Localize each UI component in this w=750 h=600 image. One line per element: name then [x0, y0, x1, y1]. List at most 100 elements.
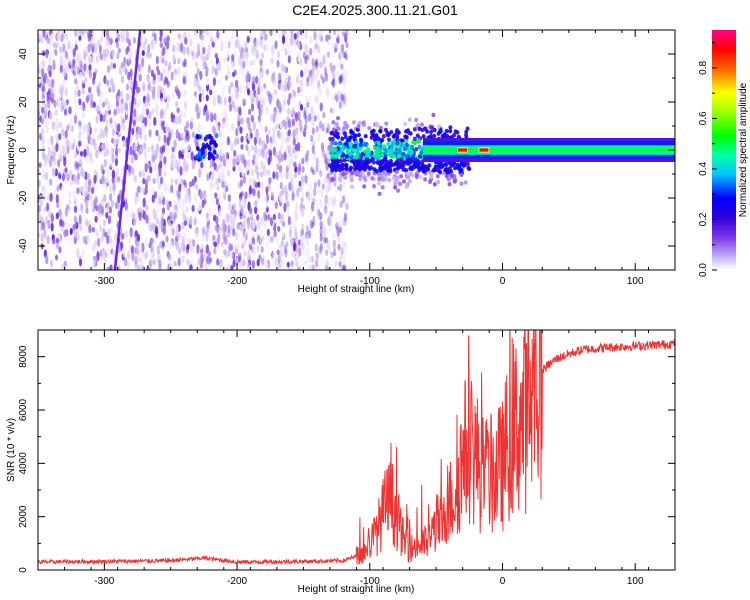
spectrogram-noise-cell [317, 208, 321, 217]
spectrogram-noise-cell [181, 148, 185, 156]
spectrogram-noise-cell [272, 171, 276, 180]
spectrogram-gap [259, 30, 267, 270]
spectrogram-noise-cell [286, 159, 290, 168]
spectrogram-noise-cell [239, 178, 244, 187]
spectrogram-noise-cell [323, 228, 327, 239]
spectrogram-noise-cell [102, 114, 106, 123]
spectrogram-cluster-cell [334, 164, 339, 169]
spectrogram-noise-cell [278, 243, 282, 250]
spectrogram-noise-cell [325, 177, 329, 184]
spectrogram-noise-cell [332, 72, 336, 82]
spectrogram-noise-cell [327, 34, 331, 40]
spectrogram-noise-cell [64, 167, 68, 174]
spectrogram-noise-cell [230, 123, 235, 131]
spectrogram-noise-cell [109, 264, 113, 270]
spectrogram-noise-cell [194, 183, 199, 191]
spectrogram-cluster-cell [363, 160, 368, 165]
spectrogram-noise-cell [55, 133, 59, 142]
spectrogram-cluster-cell [418, 175, 423, 180]
spectrogram-noise-cell [303, 106, 307, 117]
spectrogram-noise-cell [339, 129, 343, 138]
spectrogram-noise-cell [286, 133, 290, 144]
spectrogram-noise-cell [201, 226, 206, 237]
spectrogram-noise-cell [268, 128, 272, 136]
spectrogram-noise-cell [45, 254, 49, 265]
spectrogram-noise-cell [261, 52, 265, 59]
spectrogram-noise-cell [311, 262, 315, 270]
spectrogram-noise-cell [259, 38, 263, 48]
spectrogram-noise-cell [293, 172, 298, 179]
spectrogram-noise-cell [205, 229, 209, 237]
spectrogram-noise-cell [237, 182, 241, 188]
spectrogram-noise-cell [133, 217, 137, 226]
spectrogram-noise-cell [93, 140, 97, 151]
spectrogram-noise-cell [38, 109, 41, 118]
spectrogram-noise-cell [259, 187, 263, 194]
spectrogram-noise-cell [325, 185, 329, 195]
spectrogram-noise-cell [342, 31, 346, 37]
spectrogram-noise-cell [201, 88, 205, 96]
spectrogram-noise-cell [43, 185, 47, 196]
spectrogram-noise-cell [337, 235, 341, 244]
spectrogram-cluster-cell [340, 162, 345, 168]
spectrogram-noise-cell [337, 243, 341, 251]
spectrogram-noise-cell [205, 66, 209, 74]
spectrogram-noise-cell [147, 43, 151, 54]
spectrogram-cluster-cell [465, 161, 470, 167]
spectrogram-noise-cell [236, 241, 240, 250]
spectrogram-noise-cell [309, 191, 314, 201]
spectrogram-noise-cell [48, 210, 52, 218]
spectrogram-noise-cell [247, 262, 251, 270]
spectrogram-noise-cell [265, 43, 269, 51]
spectrogram-noise-cell [73, 114, 78, 125]
spectrogram-noise-cell [274, 89, 278, 96]
spectrogram-noise-cell [292, 137, 296, 146]
spectrogram-noise-cell [215, 197, 219, 206]
spectrogram-noise-cell [300, 259, 304, 267]
spectrogram-noise-cell [285, 200, 289, 207]
spectrogram-noise-cell [105, 30, 110, 38]
spectrogram-noise-cell [294, 112, 298, 122]
spectrogram-noise-cell [64, 130, 68, 139]
spectrogram-noise-cell [284, 77, 288, 85]
spectrogram-noise-cell [250, 114, 254, 122]
spectrogram-noise-cell [94, 127, 98, 134]
spectrogram-noise-cell [286, 108, 291, 116]
spectrogram-noise-cell [250, 102, 255, 112]
spectrogram-cluster-cell [387, 177, 392, 183]
spectrogram-noise-cell [179, 42, 184, 53]
spectrogram-cluster-cell [352, 166, 357, 171]
spectrogram-cluster-cell [377, 172, 382, 177]
spectrogram-cluster-cell [340, 136, 345, 141]
spectrogram-noise-cell [182, 76, 186, 85]
spectrogram-noise-cell [336, 34, 340, 45]
spectrogram-cluster-cell [330, 140, 335, 145]
spectrogram-noise-cell [339, 254, 343, 262]
spectrogram-noise-cell [229, 243, 234, 251]
spectrogram-noise-cell [166, 70, 170, 76]
spectrogram-noise-cell [98, 44, 103, 54]
spectrogram-noise-cell [163, 134, 167, 143]
spectrogram-noise-cell [109, 185, 113, 193]
spectrogram-noise-cell [338, 261, 342, 268]
spectrogram-cluster-cell [375, 160, 380, 165]
spectrogram-noise-cell [345, 202, 349, 211]
spectrogram-noise-cell [68, 106, 72, 115]
spectrogram-noise-cell [333, 195, 337, 206]
spectrogram-noise-cell [257, 220, 261, 230]
spectrogram-noise-cell [327, 35, 331, 46]
spectrogram-noise-cell [299, 125, 304, 133]
spectrogram-noise-cell [190, 151, 194, 161]
spectrogram-noise-cell [249, 207, 253, 215]
spectrogram-noise-cell [269, 217, 274, 227]
spectrogram-noise-cell [269, 30, 273, 37]
spectrogram-noise-cell [116, 52, 120, 60]
spectrogram-noise-cell [340, 43, 345, 54]
spectrogram-cluster-cell [342, 131, 347, 136]
spectrogram-noise-cell [333, 226, 337, 235]
spectrogram-noise-cell [224, 260, 228, 270]
spectrogram-noise-cell [268, 149, 273, 157]
spectrogram-noise-cell [178, 150, 182, 160]
spectrogram-cluster-cell [362, 122, 367, 128]
